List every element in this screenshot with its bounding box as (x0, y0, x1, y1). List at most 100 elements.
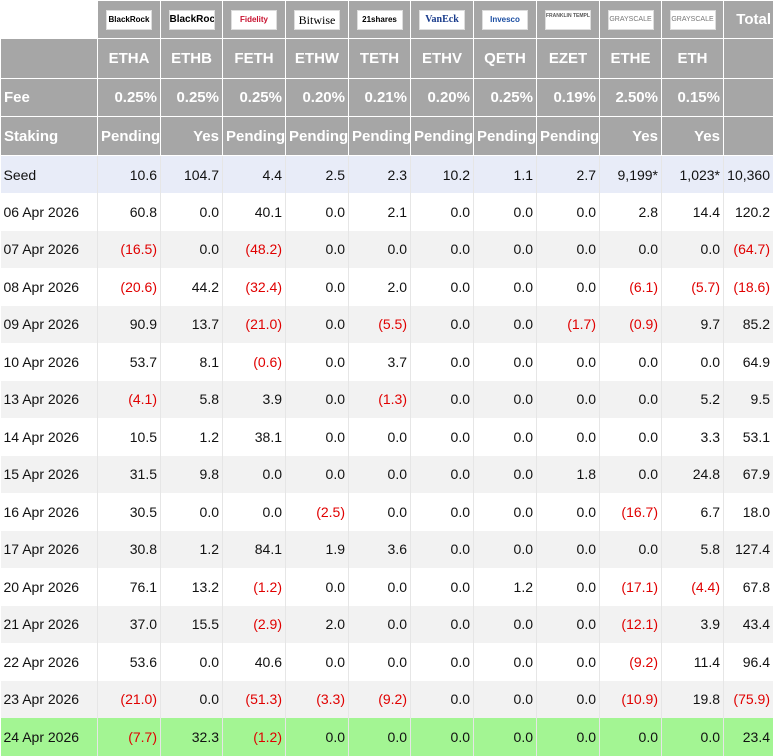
flow-value: 0.0 (662, 343, 724, 381)
flow-value: 84.1 (223, 531, 286, 569)
issuer-logo: Fidelity (231, 10, 277, 30)
row-label: 10 Apr 2026 (1, 343, 98, 381)
flow-value: 0.0 (349, 493, 411, 531)
flow-value: 0.0 (411, 343, 474, 381)
flow-value: (1.3) (349, 381, 411, 419)
flow-value: 0.0 (286, 381, 349, 419)
flow-value: 13.7 (161, 306, 223, 344)
row-label: 24 Apr 2026 (1, 718, 98, 756)
flow-value: (0.6) (223, 343, 286, 381)
ticker: ETHV (411, 39, 474, 79)
logo-row: BlackRockBlackRockFidelityBitwise21share… (1, 1, 773, 39)
staking-value: Yes (161, 117, 223, 156)
flow-value: 0.0 (411, 493, 474, 531)
issuer-cell: GRAYSCALE (662, 1, 724, 39)
flow-value: 0.0 (537, 231, 600, 269)
flow-value: 0.0 (411, 718, 474, 756)
flow-value: 1,023* (662, 156, 724, 194)
row-label: 09 Apr 2026 (1, 306, 98, 344)
flow-value: 0.0 (600, 456, 662, 494)
flow-value: 60.8 (98, 193, 161, 231)
fee-value: 0.21% (349, 79, 411, 117)
flow-value: (18.6) (724, 268, 773, 306)
flow-value: 0.0 (286, 268, 349, 306)
fee-value: 2.50% (600, 79, 662, 117)
flow-value: 0.0 (600, 381, 662, 419)
flow-value: (1.2) (223, 718, 286, 756)
flow-value: 23.4 (724, 718, 773, 756)
flow-value: 0.0 (411, 606, 474, 644)
ticker: EZET (537, 39, 600, 79)
row-label: 14 Apr 2026 (1, 418, 98, 456)
flow-value: 32.3 (161, 718, 223, 756)
issuer-cell: 21shares (349, 1, 411, 39)
staking-value: Pending (349, 117, 411, 156)
flow-value: 1.2 (474, 568, 537, 606)
flow-value: 76.1 (98, 568, 161, 606)
flow-value: (1.7) (537, 306, 600, 344)
issuer-logo: BlackRock (169, 10, 215, 30)
flow-value: (0.9) (600, 306, 662, 344)
flow-value: 37.0 (98, 606, 161, 644)
flow-value: 0.0 (537, 343, 600, 381)
flow-value: 67.8 (724, 568, 773, 606)
row-label: 07 Apr 2026 (1, 231, 98, 269)
flow-value: (21.0) (223, 306, 286, 344)
ticker: ETHB (161, 39, 223, 79)
fee-value: 0.19% (537, 79, 600, 117)
fee-value: 0.15% (662, 79, 724, 117)
issuer-cell: FRANKLIN TEMPLETON (537, 1, 600, 39)
issuer-cell: Invesco (474, 1, 537, 39)
flow-value: (16.5) (98, 231, 161, 269)
flow-value: 0.0 (474, 193, 537, 231)
flow-value: 18.0 (724, 493, 773, 531)
flow-value: 0.0 (600, 231, 662, 269)
flow-value: 10.6 (98, 156, 161, 194)
flow-value: 11.4 (662, 643, 724, 681)
flow-value: 0.0 (349, 606, 411, 644)
row-label: 23 Apr 2026 (1, 681, 98, 719)
ticker: ETH (662, 39, 724, 79)
flow-value: 0.0 (161, 681, 223, 719)
issuer-logo: Bitwise (294, 10, 340, 30)
flow-value: 2.3 (349, 156, 411, 194)
staking-value: Pending (286, 117, 349, 156)
fee-value: 0.20% (411, 79, 474, 117)
ticker: ETHW (286, 39, 349, 79)
flow-value: 0.0 (286, 456, 349, 494)
issuer-cell: VanEck (411, 1, 474, 39)
flow-value: 0.0 (411, 381, 474, 419)
flow-value: 90.9 (98, 306, 161, 344)
flow-value: (9.2) (600, 643, 662, 681)
row-label: 21 Apr 2026 (1, 606, 98, 644)
flow-value: 0.0 (349, 456, 411, 494)
total-header: Total (724, 1, 773, 39)
flow-value: (48.2) (223, 231, 286, 269)
flow-value: 0.0 (411, 681, 474, 719)
flow-value: 1.2 (161, 531, 223, 569)
flow-value: 0.0 (474, 418, 537, 456)
flow-value: 2.5 (286, 156, 349, 194)
flow-value: 30.5 (98, 493, 161, 531)
flow-value: 67.9 (724, 456, 773, 494)
flow-value: 0.0 (411, 268, 474, 306)
flow-value: 0.0 (286, 568, 349, 606)
flow-value: 6.7 (662, 493, 724, 531)
staking-value: Yes (600, 117, 662, 156)
flow-value: 10,360 (724, 156, 773, 194)
flow-value: 9.5 (724, 381, 773, 419)
flow-value: 0.0 (537, 268, 600, 306)
flow-value: (20.6) (98, 268, 161, 306)
